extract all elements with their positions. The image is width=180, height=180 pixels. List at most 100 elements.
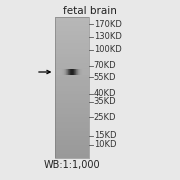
Bar xyxy=(55,31,89,33)
Bar xyxy=(55,138,89,140)
Bar xyxy=(55,50,89,52)
Text: 25KD: 25KD xyxy=(94,113,116,122)
Bar xyxy=(68,69,69,75)
Bar xyxy=(55,119,89,121)
Text: 15KD: 15KD xyxy=(94,131,116,140)
Bar xyxy=(55,22,89,24)
Bar xyxy=(55,86,89,87)
Bar xyxy=(72,69,73,75)
Bar xyxy=(55,71,89,73)
Bar xyxy=(55,96,89,98)
Bar xyxy=(87,69,88,75)
Bar xyxy=(55,89,89,91)
Bar xyxy=(86,69,87,75)
Bar xyxy=(58,69,59,75)
Bar xyxy=(84,69,85,75)
Bar xyxy=(55,115,89,117)
Bar xyxy=(55,66,89,68)
Bar xyxy=(55,73,89,75)
Bar xyxy=(55,152,89,154)
Bar xyxy=(55,91,89,93)
Bar xyxy=(55,140,89,142)
Bar xyxy=(55,36,89,38)
Text: 130KD: 130KD xyxy=(94,32,122,41)
Bar xyxy=(85,69,86,75)
Bar xyxy=(55,129,89,131)
Bar xyxy=(55,77,89,78)
Bar xyxy=(55,61,89,63)
Bar xyxy=(55,75,89,77)
Bar xyxy=(55,38,89,40)
Bar xyxy=(55,57,89,59)
Bar xyxy=(55,59,89,61)
Text: 40KD: 40KD xyxy=(94,89,116,98)
Bar xyxy=(55,93,89,94)
Text: fetal brain: fetal brain xyxy=(63,6,117,16)
Bar xyxy=(70,69,71,75)
Bar xyxy=(55,117,89,119)
Bar xyxy=(55,28,89,29)
Bar xyxy=(55,47,89,49)
Bar xyxy=(55,156,89,158)
Bar xyxy=(66,69,67,75)
Bar xyxy=(71,69,72,75)
Bar xyxy=(67,69,68,75)
Bar xyxy=(55,135,89,136)
Bar xyxy=(55,33,89,35)
Bar xyxy=(73,69,74,75)
Bar xyxy=(55,107,89,108)
Bar xyxy=(55,133,89,135)
Bar xyxy=(55,128,89,129)
Bar xyxy=(55,68,89,70)
Bar xyxy=(55,70,89,71)
Bar xyxy=(55,40,89,42)
Bar xyxy=(55,136,89,138)
Bar xyxy=(79,69,80,75)
Bar xyxy=(56,69,57,75)
Bar xyxy=(69,69,70,75)
Bar xyxy=(55,80,89,82)
Bar xyxy=(75,69,76,75)
Bar xyxy=(55,17,89,19)
Bar xyxy=(81,69,82,75)
Bar xyxy=(77,69,78,75)
Bar xyxy=(78,69,79,75)
Text: 35KD: 35KD xyxy=(94,97,116,106)
Bar xyxy=(59,69,60,75)
Bar xyxy=(55,42,89,43)
Text: 55KD: 55KD xyxy=(94,73,116,82)
Bar xyxy=(60,69,61,75)
Text: WB:1:1,000: WB:1:1,000 xyxy=(44,160,100,170)
Bar xyxy=(55,21,89,22)
Bar xyxy=(55,154,89,156)
Bar xyxy=(55,101,89,103)
Bar xyxy=(55,142,89,143)
Bar xyxy=(55,26,89,28)
Bar xyxy=(55,29,89,31)
Bar xyxy=(55,149,89,150)
Bar xyxy=(55,121,89,122)
Bar xyxy=(55,52,89,54)
Bar xyxy=(55,98,89,100)
Bar xyxy=(55,126,89,128)
Text: 70KD: 70KD xyxy=(94,61,116,70)
Text: 10KD: 10KD xyxy=(94,140,116,149)
Bar xyxy=(55,150,89,152)
Bar xyxy=(55,100,89,101)
Bar xyxy=(55,112,89,114)
Bar xyxy=(55,114,89,115)
Bar xyxy=(55,54,89,56)
Bar xyxy=(55,35,89,36)
Bar xyxy=(62,69,63,75)
Bar xyxy=(64,69,65,75)
Bar xyxy=(55,103,89,105)
Bar xyxy=(82,69,83,75)
Bar xyxy=(55,64,89,66)
Bar xyxy=(65,69,66,75)
Bar xyxy=(76,69,77,75)
Bar xyxy=(55,69,56,75)
Text: 170KD: 170KD xyxy=(94,20,122,29)
Bar xyxy=(55,124,89,126)
Bar xyxy=(57,69,58,75)
Bar xyxy=(55,87,89,89)
